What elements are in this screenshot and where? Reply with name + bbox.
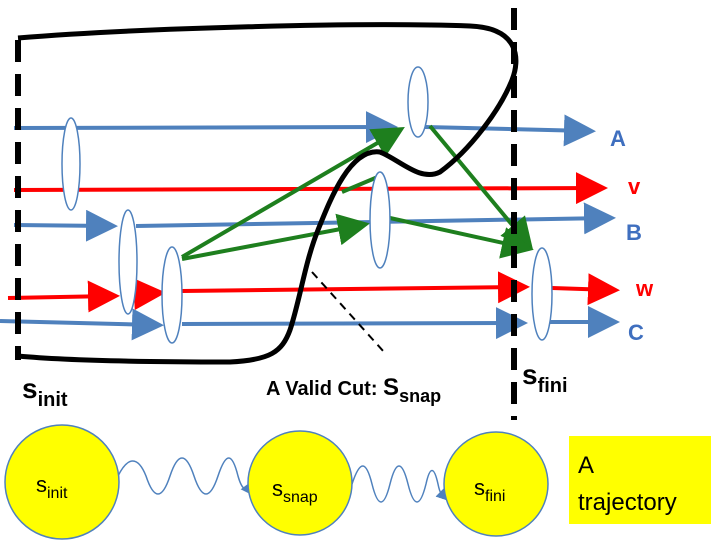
event-b1 (118, 209, 138, 315)
trajectory-box-line1: A (578, 452, 594, 479)
process-label-C: C (628, 320, 644, 345)
process-label-A: A (610, 126, 626, 151)
event-b2 (369, 171, 391, 269)
event-w2 (531, 247, 553, 341)
state-circle-snap (247, 430, 353, 536)
process-label-w: w (635, 276, 654, 301)
process-line-A (13, 111, 596, 147)
state-text-fini: sfini (474, 475, 505, 505)
process-line-w (7, 271, 620, 313)
process-label-B: B (626, 220, 642, 245)
label-s-init: sinit (22, 373, 68, 411)
valid-cut-curve (17, 22, 519, 365)
state-text-init: sinit (36, 472, 68, 502)
trajectory: sinit ssnap sfini A trajectory (4, 424, 711, 540)
event-a1 (61, 117, 81, 211)
state-circle-init (4, 424, 120, 540)
event-c1 (161, 246, 183, 344)
process-label-v: v (628, 174, 641, 199)
message-arrows (180, 124, 534, 261)
event-ellipses (61, 66, 553, 344)
state-circle-fini (443, 431, 549, 537)
label-valid-cut: A Valid Cut: Ssnap (266, 374, 441, 406)
cut-pointer (311, 271, 385, 353)
process-line-v (13, 172, 608, 205)
wave-1 (117, 457, 252, 495)
trajectory-box-line2: trajectory (578, 489, 677, 516)
event-a2 (407, 66, 429, 138)
label-s-fini: sfini (522, 359, 568, 397)
process-line-C (0, 306, 620, 341)
process-line-B (13, 202, 616, 242)
trajectory-box (569, 436, 711, 524)
wave-2 (351, 465, 447, 503)
state-text-snap: ssnap (272, 476, 318, 506)
